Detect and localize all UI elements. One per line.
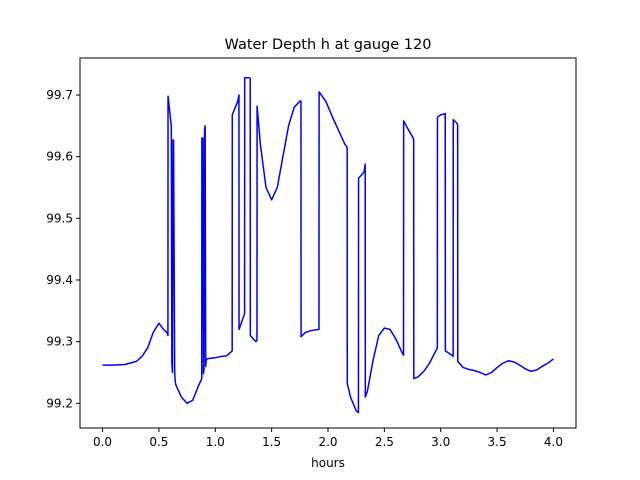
- x-tick-label: 1.5: [262, 435, 281, 449]
- x-tick-label: 0.5: [149, 435, 168, 449]
- y-tick-label: 99.7: [46, 88, 73, 102]
- y-tick-label: 99.2: [46, 396, 73, 410]
- plot-area: [102, 76, 554, 414]
- x-tick-label: 3.0: [431, 435, 450, 449]
- x-axis: 0.0 0.5 1.0 1.5 2.0 2.5 3.0 3.5 4.0: [93, 428, 563, 449]
- x-tick-label: 3.5: [488, 435, 507, 449]
- y-tick-label: 99.5: [46, 211, 73, 225]
- x-tick-label: 2.5: [375, 435, 394, 449]
- y-axis: 99.2 99.3 99.4 99.5 99.6 99.7: [46, 88, 80, 410]
- y-tick-label: 99.3: [46, 335, 73, 349]
- x-tick-label: 0.0: [93, 435, 112, 449]
- y-tick-label: 99.4: [46, 273, 73, 287]
- x-axis-label: hours: [311, 456, 345, 470]
- chart-title: Water Depth h at gauge 120: [225, 37, 432, 53]
- series-line-1: [102, 76, 554, 414]
- x-tick-label: 1.0: [206, 435, 225, 449]
- x-tick-label: 2.0: [318, 435, 337, 449]
- x-tick-label: 4.0: [544, 435, 563, 449]
- y-tick-label: 99.6: [46, 150, 73, 164]
